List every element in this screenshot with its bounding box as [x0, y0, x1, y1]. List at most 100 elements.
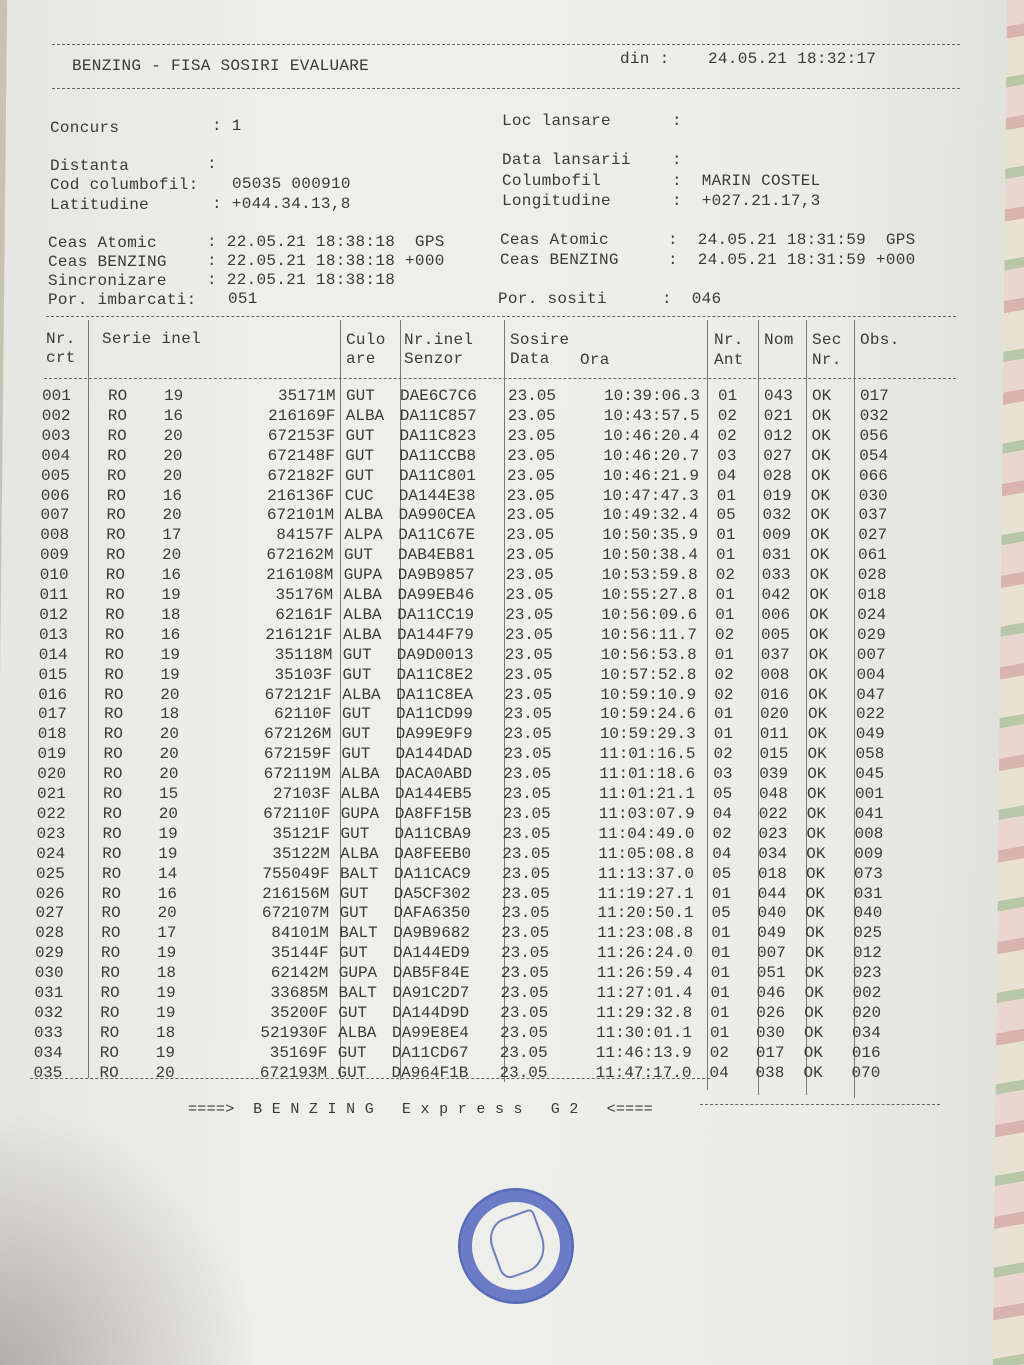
cell-sec: OK — [804, 964, 824, 983]
cell-sec: OK — [811, 406, 831, 425]
cell-ring-number: 672162 — [266, 546, 324, 565]
cell-obs: 009 — [854, 844, 884, 863]
cell-ant: 01 — [715, 586, 735, 604]
cell-ring-number: 672159 — [263, 745, 322, 764]
cell-color: GUT — [338, 1003, 368, 1022]
cell-year: 16 — [157, 884, 177, 903]
cell-sec: OK — [806, 824, 826, 843]
ceas-atomic-left-label: Ceas Atomic — [48, 234, 157, 252]
cell-sensor-ring: DA144D9D — [392, 1003, 470, 1022]
cell-sex: M — [319, 904, 330, 923]
cell-country: RO — [104, 705, 124, 724]
cell-sec: OK — [805, 884, 825, 903]
cell-country: RO — [108, 387, 128, 405]
cell-ant: 02 — [717, 426, 737, 445]
cell-country: RO — [100, 1003, 120, 1022]
cell-color: GUT — [345, 466, 374, 485]
cell-ant: 04 — [709, 1063, 729, 1082]
cell-date: 23.05 — [506, 546, 555, 565]
cell-obs: 054 — [859, 446, 889, 465]
cell-ant: 01 — [711, 944, 731, 963]
cell-color: GUPA — [343, 566, 383, 585]
cell-country: RO — [107, 446, 127, 465]
cell-obs: 037 — [858, 506, 888, 525]
cell-sec: OK — [806, 804, 826, 823]
cell-nr-crt: 019 — [37, 745, 67, 764]
cell-nr-crt: 029 — [35, 944, 64, 963]
header-border-bottom — [52, 88, 960, 89]
cell-country: RO — [105, 605, 125, 624]
cell-ring-number: 62161 — [275, 605, 324, 624]
cell-ant: 02 — [715, 566, 735, 585]
cell-nr-crt: 001 — [42, 387, 71, 405]
header-nr: Nr. — [46, 330, 76, 348]
cell-ant: 02 — [714, 665, 734, 684]
cell-time: 11:01:18.6 — [599, 765, 696, 784]
cell-country: RO — [101, 904, 121, 923]
cell-time: 10:39:06.3 — [603, 387, 700, 405]
cell-ant: 01 — [711, 924, 731, 943]
imbarcati-label: Por. imbarcati: — [48, 291, 197, 309]
cell-sensor-ring: DAE6C7C6 — [400, 387, 477, 405]
table-border-bottom — [30, 1078, 710, 1079]
cell-color: ALBA — [340, 844, 379, 863]
cell-color: GUT — [337, 1043, 367, 1062]
cell-sex: F — [320, 804, 331, 823]
cell-sensor-ring: DA144DAD — [395, 745, 473, 764]
cell-date: 23.05 — [506, 486, 555, 505]
cell-year: 16 — [163, 406, 183, 425]
cell-ant: 02 — [712, 824, 732, 843]
sincronizare-value: : 22.05.21 18:38:18 — [207, 271, 396, 289]
cell-sensor-ring: DA9B9857 — [397, 566, 475, 585]
cell-date: 23.05 — [499, 1063, 548, 1082]
cell-sex: F — [323, 605, 333, 624]
cell-date: 23.05 — [505, 625, 554, 644]
cell-sec: OK — [811, 446, 831, 465]
cell-nom: 040 — [757, 904, 787, 923]
cell-sec: OK — [806, 844, 826, 863]
cell-date: 23.05 — [501, 884, 550, 903]
ceas-atomic-right-label: Ceas Atomic — [500, 231, 609, 249]
cell-ant: 05 — [713, 785, 733, 803]
cell-sensor-ring: DA99EB46 — [397, 586, 475, 604]
cell-sex: F — [322, 685, 332, 704]
cell-ant: 02 — [717, 406, 737, 425]
cell-obs: 018 — [857, 586, 887, 604]
cell-obs: 061 — [858, 546, 887, 565]
cell-sec: OK — [809, 605, 829, 624]
cell-nom: 020 — [760, 705, 789, 724]
cell-nom: 038 — [755, 1063, 785, 1082]
cell-nom: 006 — [761, 605, 791, 624]
cell-ring-number: 35200 — [270, 1003, 319, 1022]
cell-nr-crt: 033 — [34, 1023, 63, 1042]
cell-ant: 01 — [710, 1023, 730, 1042]
ceas-benzing-left-value: : 22.05.21 18:38:18 +000 — [207, 252, 445, 270]
cell-date: 23.05 — [503, 725, 552, 744]
cell-nom: 028 — [763, 466, 792, 485]
cell-country: RO — [105, 625, 125, 644]
cell-sec: OK — [803, 1043, 823, 1062]
shadow — [0, 1105, 260, 1365]
cell-ring-number: 672193 — [259, 1063, 318, 1082]
cell-ring-number: 33685 — [270, 984, 319, 1002]
cell-obs: 023 — [852, 964, 882, 983]
cell-sex: F — [325, 446, 335, 465]
cell-nr-crt: 022 — [36, 804, 66, 823]
cell-sex: M — [319, 884, 330, 903]
cell-ring-number: 62142 — [270, 964, 319, 983]
cell-ring-number: 84157 — [276, 526, 325, 545]
cell-date: 23.05 — [501, 904, 550, 923]
cell-ring-number: 35122 — [272, 844, 321, 863]
cell-ant: 05 — [716, 506, 736, 525]
cell-time: 10:59:10.9 — [600, 685, 697, 704]
cell-year: 20 — [163, 426, 183, 445]
cell-sensor-ring: DA8FEEB0 — [394, 844, 472, 863]
cell-sensor-ring: DA11CCB8 — [399, 446, 477, 465]
cell-sec: OK — [807, 745, 827, 764]
column-rule — [88, 320, 89, 1078]
column-rule — [806, 320, 807, 1095]
cell-date: 23.05 — [499, 1043, 548, 1062]
cell-country: RO — [104, 665, 124, 684]
cell-sex: F — [319, 944, 329, 963]
sositi-value: : 046 — [662, 290, 722, 308]
